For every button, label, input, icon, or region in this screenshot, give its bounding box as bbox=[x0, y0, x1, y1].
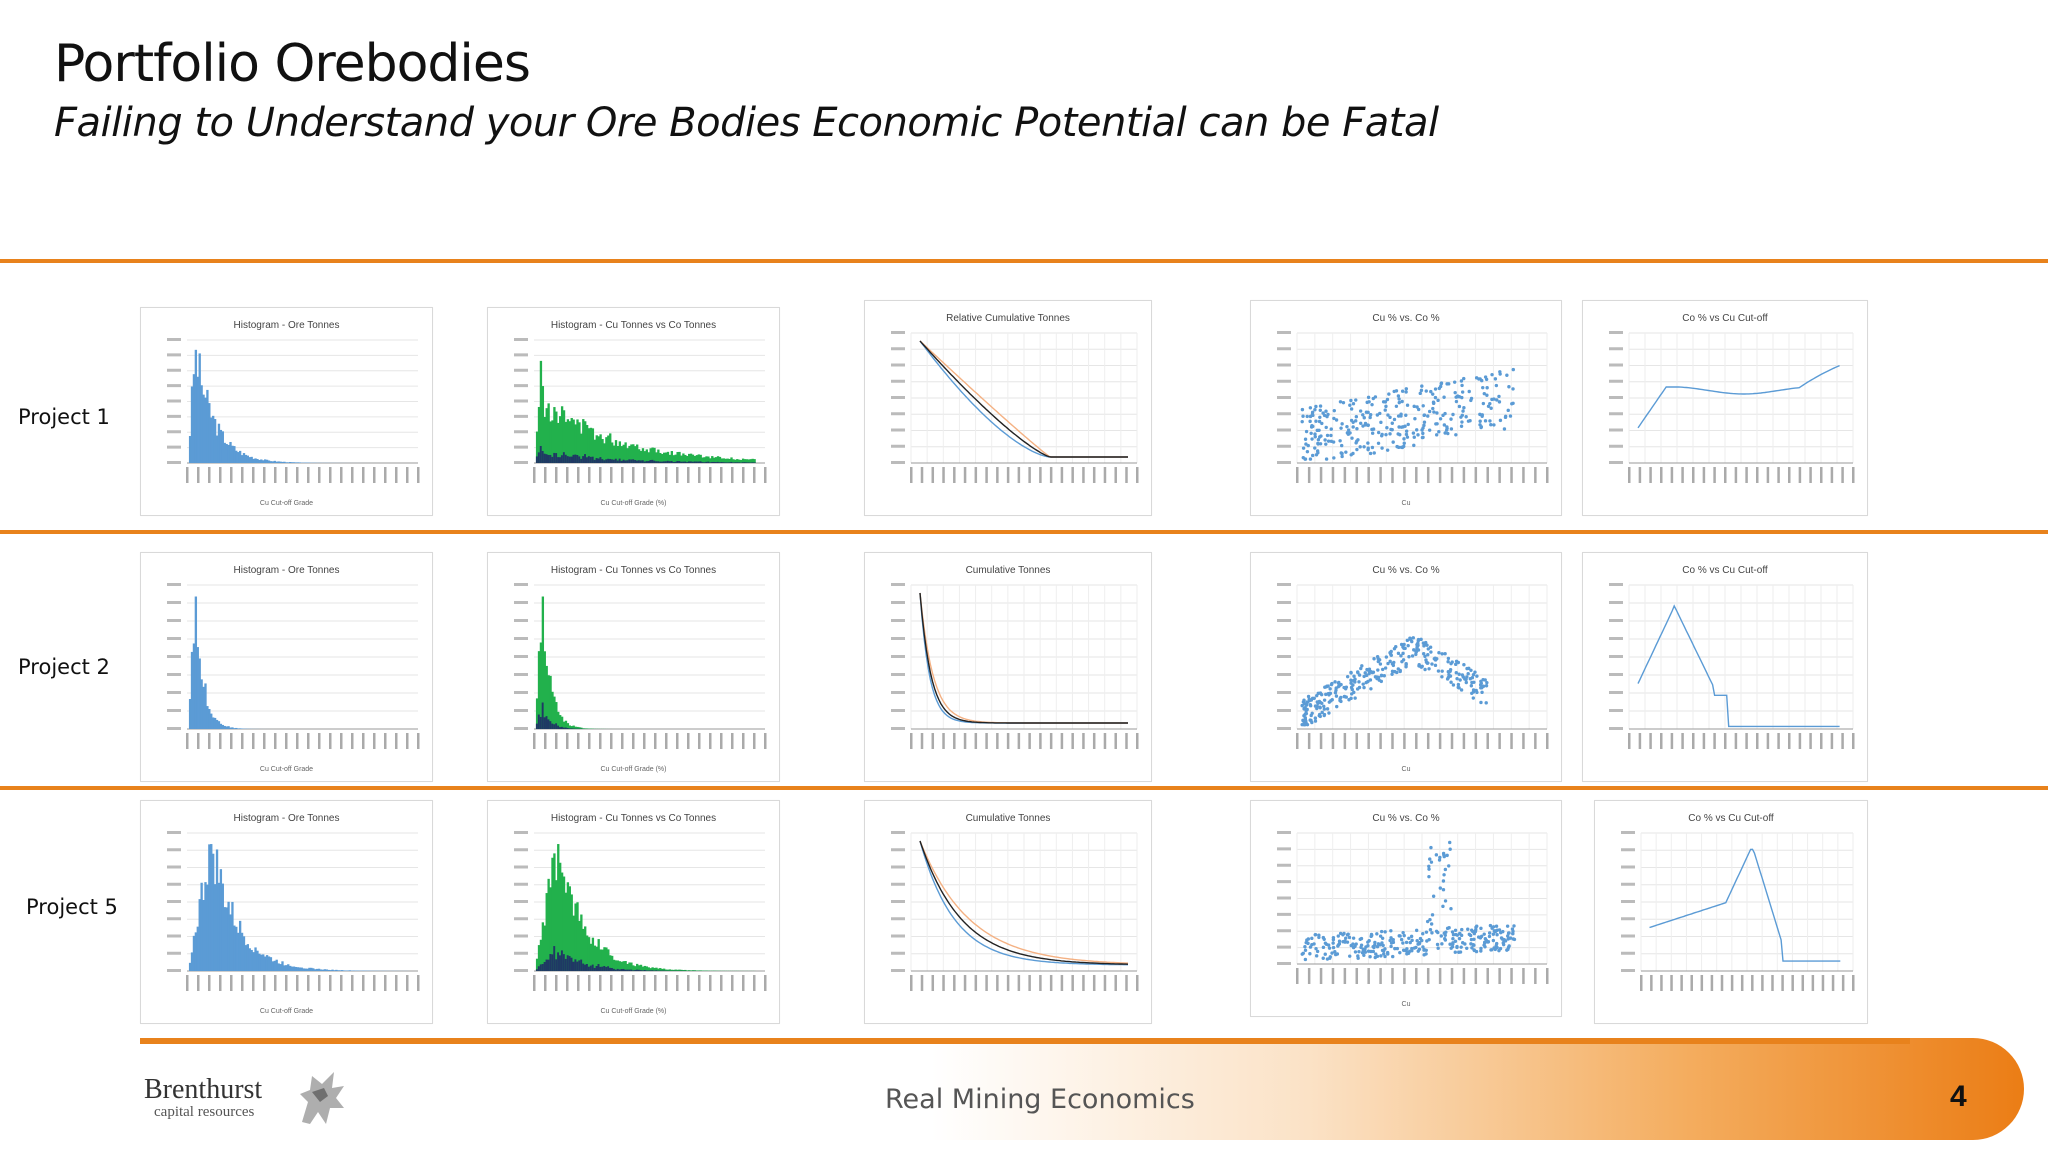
footer-tagline: Real Mining Economics bbox=[885, 1084, 1195, 1115]
chart-ore-tonnes-histogram: Histogram - Ore Tonnes Cu Cut-off Grade bbox=[140, 307, 433, 516]
chart-title: Co % vs Cu Cut-off bbox=[1682, 313, 1768, 324]
chart-cu-vs-co-scatter: Cu % vs. Co % Cu bbox=[1250, 300, 1562, 516]
chart-thumbnail-svg: Co % vs Cu Cut-off bbox=[1609, 565, 1855, 749]
chart-xlabel: Cu Cut-off Grade (%) bbox=[600, 500, 666, 507]
chart-xlabel: Cu Cut-off Grade (%) bbox=[600, 766, 666, 773]
page-subtitle: Failing to Understand your Ore Bodies Ec… bbox=[54, 100, 1439, 146]
chart-thumbnail-svg: Histogram - Ore Tonnes Cu Cut-off Grade bbox=[167, 813, 420, 1015]
project-label-2: Project 2 bbox=[18, 655, 110, 679]
chart-thumbnail-svg: Histogram - Ore Tonnes Cu Cut-off Grade bbox=[167, 565, 420, 773]
chart-cu-co-tonnes-histogram: Histogram - Cu Tonnes vs Co Tonnes Cu Cut… bbox=[487, 307, 780, 516]
chart-title: Histogram - Cu Tonnes vs Co Tonnes bbox=[551, 813, 716, 824]
chart-thumbnail-svg: Co % vs Cu Cut-off bbox=[1621, 813, 1855, 991]
chart-ore-tonnes-histogram: Histogram - Ore Tonnes Cu Cut-off Grade bbox=[140, 552, 433, 782]
divider-top bbox=[0, 259, 2048, 263]
chart-thumbnail-svg: Cu % vs. Co % Cu bbox=[1277, 565, 1549, 773]
chart-title: Cu % vs. Co % bbox=[1372, 813, 1439, 824]
chart-title: Histogram - Ore Tonnes bbox=[234, 813, 340, 824]
chart-title: Histogram - Cu Tonnes vs Co Tonnes bbox=[551, 320, 716, 331]
griffin-logo-icon bbox=[300, 1072, 344, 1124]
chart-cu-co-tonnes-histogram: Histogram - Cu Tonnes vs Co Tonnes Cu Cut… bbox=[487, 800, 780, 1024]
chart-cumulative-tonnes: Cumulative Tonnes bbox=[864, 800, 1152, 1024]
logo-tagline: capital resources bbox=[154, 1104, 255, 1120]
divider-1 bbox=[0, 530, 2048, 534]
chart-thumbnail-svg: Cumulative Tonnes bbox=[891, 565, 1139, 749]
chart-title: Cu % vs. Co % bbox=[1372, 565, 1439, 576]
chart-title: Histogram - Ore Tonnes bbox=[234, 565, 340, 576]
project-label-1: Project 1 bbox=[18, 405, 110, 429]
chart-co-vs-cu-cutoff: Co % vs Cu Cut-off bbox=[1582, 300, 1868, 516]
chart-cumulative-tonnes: Cumulative Tonnes bbox=[864, 552, 1152, 782]
chart-xlabel: Cu bbox=[1402, 766, 1411, 773]
project-label-5: Project 5 bbox=[26, 895, 118, 919]
page-number: 4 bbox=[1950, 1080, 1967, 1113]
chart-title: Histogram - Cu Tonnes vs Co Tonnes bbox=[551, 565, 716, 576]
chart-thumbnail-svg: Histogram - Ore Tonnes Cu Cut-off Grade bbox=[167, 320, 420, 507]
divider-2 bbox=[0, 786, 2048, 790]
chart-title: Cumulative Tonnes bbox=[966, 813, 1051, 824]
chart-co-vs-cu-cutoff: Co % vs Cu Cut-off bbox=[1582, 552, 1868, 782]
chart-ore-tonnes-histogram: Histogram - Ore Tonnes Cu Cut-off Grade bbox=[140, 800, 433, 1024]
page-title: Portfolio Orebodies bbox=[54, 34, 531, 94]
chart-thumbnail-svg: Relative Cumulative Tonnes bbox=[891, 313, 1139, 483]
chart-xlabel: Cu Cut-off Grade (%) bbox=[600, 1008, 666, 1015]
chart-xlabel: Cu bbox=[1402, 1001, 1411, 1008]
chart-co-vs-cu-cutoff: Co % vs Cu Cut-off bbox=[1594, 800, 1868, 1024]
chart-thumbnail-svg: Cumulative Tonnes bbox=[891, 813, 1139, 991]
chart-title: Relative Cumulative Tonnes bbox=[946, 313, 1070, 324]
chart-cu-vs-co-scatter: Cu % vs. Co % Cu bbox=[1250, 552, 1562, 782]
chart-thumbnail-svg: Histogram - Cu Tonnes vs Co Tonnes Cu Cut… bbox=[514, 813, 767, 1015]
chart-cu-vs-co-scatter: Cu % vs. Co % Cu bbox=[1250, 800, 1562, 1017]
chart-thumbnail-svg: Cu % vs. Co % Cu bbox=[1277, 313, 1549, 507]
chart-cu-co-tonnes-histogram: Histogram - Cu Tonnes vs Co Tonnes Cu Cut… bbox=[487, 552, 780, 782]
chart-xlabel: Cu Cut-off Grade bbox=[260, 1008, 313, 1015]
logo-wordmark: Brenthurst bbox=[144, 1074, 263, 1105]
chart-xlabel: Cu bbox=[1402, 500, 1411, 507]
chart-xlabel: Cu Cut-off Grade bbox=[260, 766, 313, 773]
chart-title: Cumulative Tonnes bbox=[966, 565, 1051, 576]
chart-thumbnail-svg: Histogram - Cu Tonnes vs Co Tonnes Cu Cut… bbox=[514, 565, 767, 773]
chart-cumulative-tonnes: Relative Cumulative Tonnes bbox=[864, 300, 1152, 516]
chart-thumbnail-svg: Co % vs Cu Cut-off bbox=[1609, 313, 1855, 483]
chart-thumbnail-svg: Cu % vs. Co % Cu bbox=[1277, 813, 1549, 1008]
chart-title: Cu % vs. Co % bbox=[1372, 313, 1439, 324]
chart-title: Histogram - Ore Tonnes bbox=[234, 320, 340, 331]
footer-bar bbox=[140, 1038, 2024, 1140]
chart-xlabel: Cu Cut-off Grade bbox=[260, 500, 313, 507]
chart-title: Co % vs Cu Cut-off bbox=[1688, 813, 1774, 824]
chart-title: Co % vs Cu Cut-off bbox=[1682, 565, 1768, 576]
footer-divider bbox=[140, 1038, 1910, 1044]
brenthurst-logo: Brenthurst capital resources bbox=[142, 1062, 352, 1134]
chart-thumbnail-svg: Histogram - Cu Tonnes vs Co Tonnes Cu Cut… bbox=[514, 320, 767, 507]
